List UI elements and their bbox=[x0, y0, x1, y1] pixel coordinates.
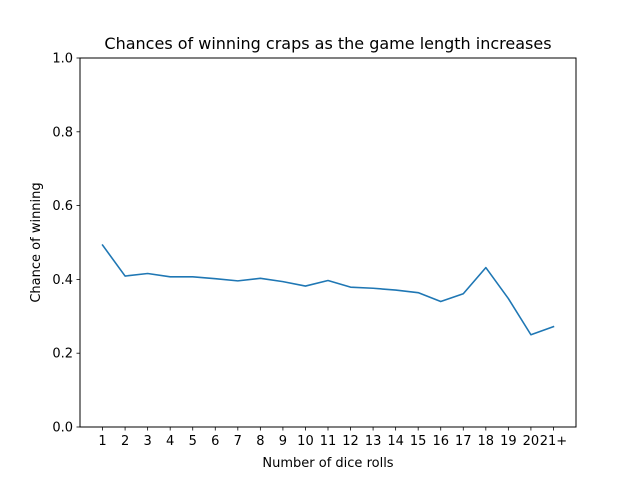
y-axis-label: Chance of winning bbox=[29, 182, 44, 302]
x-tick-label: 10 bbox=[297, 434, 314, 449]
series-line bbox=[101, 243, 555, 336]
x-tick-label: 7 bbox=[234, 434, 242, 449]
x-tick-label: 5 bbox=[189, 434, 197, 449]
y-tick-label: 0.6 bbox=[52, 199, 73, 214]
chart-title: Chances of winning craps as the game len… bbox=[104, 34, 551, 53]
y-tick-label: 0.4 bbox=[52, 273, 73, 288]
x-tick-label: 14 bbox=[387, 434, 404, 449]
x-axis-ticks: 1 2 3 4 5 6 7 8 9 10 11 12 13 14 15 16 17 18 19 20 21+ bbox=[98, 427, 567, 449]
x-tick-label: 4 bbox=[166, 434, 174, 449]
x-tick-label: 18 bbox=[478, 434, 495, 449]
x-tick-label: 2 bbox=[121, 434, 129, 449]
x-axis-label: Number of dice rolls bbox=[262, 456, 393, 471]
plot-frame bbox=[79, 57, 577, 428]
x-tick-label: 6 bbox=[211, 434, 219, 449]
x-tick-label: 3 bbox=[143, 434, 151, 449]
x-tick-label: 15 bbox=[410, 434, 427, 449]
x-tick-label: 13 bbox=[365, 434, 382, 449]
x-tick-label: 8 bbox=[256, 434, 264, 449]
x-tick-label: 20 bbox=[523, 434, 540, 449]
x-tick-label: 17 bbox=[455, 434, 472, 449]
y-axis-ticks: 0.0 0.2 0.4 0.6 0.8 1.0 bbox=[52, 52, 80, 436]
y-tick-label: 0.2 bbox=[52, 347, 73, 362]
series-layer bbox=[101, 243, 555, 336]
y-tick-label: 0.8 bbox=[52, 125, 73, 140]
x-tick-label: 16 bbox=[432, 434, 449, 449]
y-tick-label: 1.0 bbox=[52, 52, 73, 67]
x-tick-label: 12 bbox=[342, 434, 359, 449]
x-tick-label: 21+ bbox=[540, 434, 567, 449]
x-tick-label: 11 bbox=[320, 434, 337, 449]
y-tick-label: 0.0 bbox=[52, 421, 73, 436]
x-tick-label: 19 bbox=[500, 434, 517, 449]
x-tick-label: 1 bbox=[98, 434, 106, 449]
x-tick-label: 9 bbox=[279, 434, 287, 449]
